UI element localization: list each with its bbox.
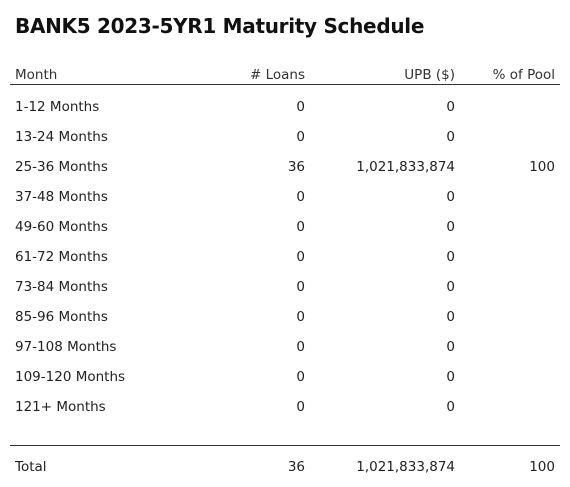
table-row: 49-60 Months 0 0 xyxy=(10,212,560,242)
upb-cell: 0 xyxy=(446,99,455,115)
loans-cell: 0 xyxy=(296,309,305,325)
upb-cell: 0 xyxy=(446,249,455,265)
upb-cell: 0 xyxy=(446,339,455,355)
upb-cell: 1,021,833,874 xyxy=(356,159,455,175)
total-pct: 100 xyxy=(529,459,555,475)
table-row: 37-48 Months 0 0 xyxy=(10,182,560,212)
table-row: 85-96 Months 0 0 xyxy=(10,302,560,332)
loans-cell: 0 xyxy=(296,129,305,145)
header-loans: # Loans xyxy=(249,67,305,83)
month-cell: 109-120 Months xyxy=(15,369,126,385)
month-cell: 49-60 Months xyxy=(15,219,108,235)
table-row: 97-108 Months 0 0 xyxy=(10,332,560,362)
loans-cell: 0 xyxy=(296,219,305,235)
upb-cell: 0 xyxy=(446,369,455,385)
loans-cell: 0 xyxy=(296,399,305,415)
month-cell: 61-72 Months xyxy=(15,249,108,265)
loans-cell: 0 xyxy=(296,369,305,385)
table-header: Month # Loans UPB ($) % of Pool xyxy=(10,66,560,85)
table-row: 13-24 Months 0 0 xyxy=(10,122,560,152)
loans-cell: 0 xyxy=(296,279,305,295)
header-month: Month xyxy=(15,67,58,83)
upb-cell: 0 xyxy=(446,399,455,415)
month-cell: 25-36 Months xyxy=(15,159,108,175)
month-cell: 85-96 Months xyxy=(15,309,108,325)
month-cell: 1-12 Months xyxy=(15,99,100,115)
table-row: 121+ Months 0 0 xyxy=(10,392,560,422)
table-row: 1-12 Months 0 0 xyxy=(10,92,560,122)
maturity-table: Month # Loans UPB ($) % of Pool 1-12 Mon… xyxy=(10,66,560,422)
upb-cell: 0 xyxy=(446,309,455,325)
upb-cell: 0 xyxy=(446,219,455,235)
month-cell: 97-108 Months xyxy=(15,339,117,355)
total-label: Total xyxy=(15,459,47,475)
total-divider xyxy=(10,445,560,446)
month-cell: 121+ Months xyxy=(15,399,106,415)
pct-cell: 100 xyxy=(529,159,555,175)
upb-cell: 0 xyxy=(446,129,455,145)
loans-cell: 0 xyxy=(296,99,305,115)
table-row: 25-36 Months 36 1,021,833,874 100 xyxy=(10,152,560,182)
loans-cell: 0 xyxy=(296,189,305,205)
table-row: 109-120 Months 0 0 xyxy=(10,362,560,392)
total-loans: 36 xyxy=(287,459,305,475)
loans-cell: 36 xyxy=(287,159,305,175)
header-pct: % of Pool xyxy=(492,67,555,83)
header-upb: UPB ($) xyxy=(404,67,455,83)
upb-cell: 0 xyxy=(446,279,455,295)
loans-cell: 0 xyxy=(296,249,305,265)
total-row: Total 36 1,021,833,874 100 xyxy=(10,452,560,482)
month-cell: 37-48 Months xyxy=(15,189,108,205)
table-row: 73-84 Months 0 0 xyxy=(10,272,560,302)
total-upb: 1,021,833,874 xyxy=(356,459,455,475)
table-row: 61-72 Months 0 0 xyxy=(10,242,560,272)
loans-cell: 0 xyxy=(296,339,305,355)
month-cell: 13-24 Months xyxy=(15,129,108,145)
upb-cell: 0 xyxy=(446,189,455,205)
month-cell: 73-84 Months xyxy=(15,279,108,295)
page-title: BANK5 2023-5YR1 Maturity Schedule xyxy=(15,14,425,38)
